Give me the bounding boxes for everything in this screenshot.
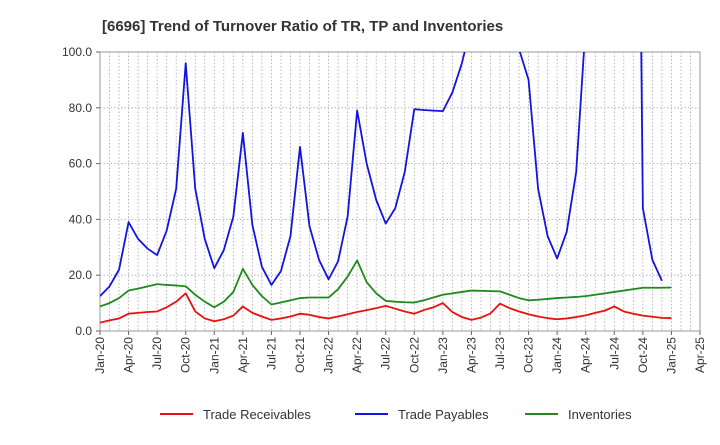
y-tick-label: 0.0 — [75, 324, 92, 338]
x-tick-label: Apr-22 — [350, 337, 364, 373]
grid-lines — [100, 52, 700, 331]
x-tick-label: Apr-21 — [236, 337, 250, 373]
legend-label: Inventories — [568, 407, 632, 422]
legend: Trade Receivables Trade Payables Inventori… — [160, 407, 632, 422]
chart-title: [6696] Trend of Turnover Ratio of TR, TP… — [102, 18, 503, 35]
series-line-trade-payables — [100, 52, 663, 297]
x-tick-label: Apr-20 — [122, 337, 136, 373]
x-tick-label: Jan-23 — [436, 337, 450, 374]
series-line-trade-receivables — [100, 292, 672, 324]
x-tick-label: Jul-21 — [264, 337, 278, 370]
x-tick-label: Oct-23 — [522, 337, 536, 373]
x-tick-label: Jan-24 — [550, 337, 564, 374]
x-tick-label: Apr-24 — [579, 337, 593, 373]
x-tick-label: Jul-22 — [379, 337, 393, 370]
y-tick-label: 40.0 — [69, 212, 93, 226]
x-tick-label: Jan-25 — [664, 337, 678, 374]
x-tick-label: Oct-20 — [179, 337, 193, 373]
x-tick-label: Jan-22 — [322, 337, 336, 374]
x-tick-label: Jul-23 — [493, 337, 507, 370]
x-tick-label: Oct-24 — [636, 337, 650, 373]
y-tick-label: 20.0 — [69, 268, 93, 282]
y-tick-label: 100.0 — [62, 45, 92, 59]
series-line-inventories — [100, 259, 672, 309]
x-tick-label: Oct-21 — [293, 337, 307, 373]
y-tick-label: 80.0 — [69, 101, 93, 115]
x-tick-label: Oct-22 — [407, 337, 421, 373]
x-tick-label: Jan-21 — [207, 337, 221, 374]
legend-label: Trade Receivables — [203, 407, 311, 422]
x-tick-label: Jul-24 — [607, 337, 621, 370]
series-lines — [100, 52, 672, 324]
x-axis-ticks: Jan-20 Apr-20 Jul-20 Oct-20 Jan-21 Apr-21 Jul-… — [93, 331, 707, 374]
y-tick-label: 60.0 — [69, 157, 93, 171]
legend-label: Trade Payables — [398, 407, 489, 422]
x-tick-label: Jan-20 — [93, 337, 107, 374]
x-tick-label: Apr-23 — [464, 337, 478, 373]
x-tick-label: Jul-20 — [150, 337, 164, 370]
y-axis-ticks: 0.0 20.0 40.0 60.0 80.0 100.0 — [62, 45, 100, 338]
x-tick-label: Apr-25 — [693, 337, 707, 373]
